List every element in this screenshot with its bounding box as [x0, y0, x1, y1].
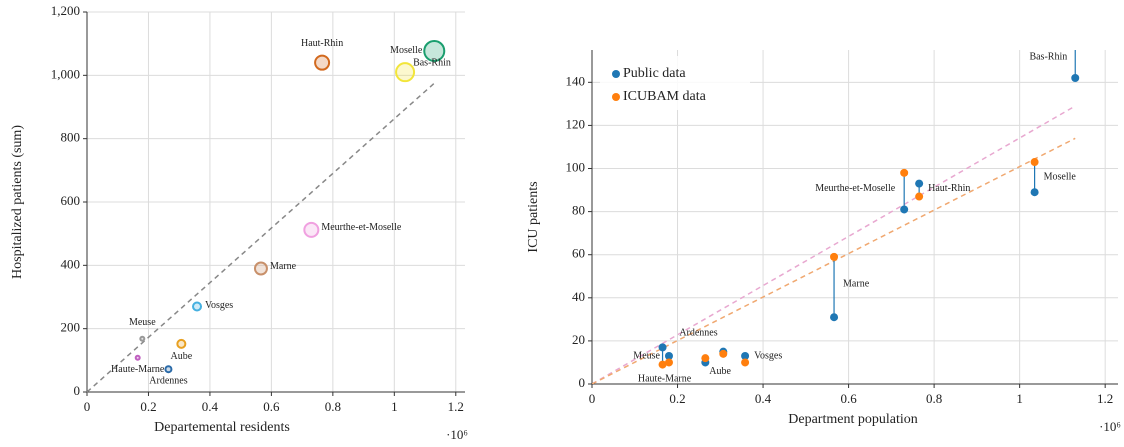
point	[915, 179, 924, 188]
point-label: Vosges	[205, 300, 233, 311]
y-tick-label: 100	[566, 160, 586, 175]
x-multiplier: ·10⁶	[1099, 419, 1121, 434]
x-tick-label: 0.6	[263, 399, 280, 414]
legend-label: ICUBAM data	[623, 89, 707, 104]
point	[915, 192, 924, 201]
x-tick-label: 0.4	[202, 399, 219, 414]
bubble	[314, 54, 331, 71]
y-tick-label: 400	[61, 256, 81, 271]
y-axis-label: Hospitalized patients (sum)	[10, 125, 25, 279]
y-tick-label: 40	[572, 289, 585, 304]
bubble	[395, 62, 416, 83]
y-tick-label: 20	[572, 332, 585, 347]
point	[1071, 74, 1080, 83]
legend-label: Public data	[623, 66, 686, 81]
x-tick-label: 0.2	[140, 399, 156, 414]
point	[664, 351, 673, 360]
x-tick-label: 1.2	[1097, 391, 1113, 406]
y-tick-label: 80	[572, 203, 585, 218]
point	[741, 351, 750, 360]
plot-area	[592, 14, 1080, 384]
legend-marker	[612, 70, 620, 78]
bubble	[253, 261, 268, 276]
y-tick-label: 60	[572, 246, 585, 261]
point-label: Meurthe-et-Moselle	[815, 183, 896, 194]
point-label: Meurthe-et-Moselle	[321, 222, 402, 233]
point-label: Moselle	[1044, 172, 1077, 183]
point-label: Marne	[843, 278, 870, 289]
x-tick-label: 0.2	[669, 391, 685, 406]
point-label: Bas-Rhin	[1029, 51, 1067, 62]
x-tick-label: 0.8	[926, 391, 942, 406]
x-axis-label: Departemental residents	[154, 420, 290, 435]
x-tick-label: 1.2	[448, 399, 464, 414]
y-tick-label: 600	[61, 193, 81, 208]
point-label: Marne	[270, 261, 297, 272]
bubble	[423, 39, 446, 62]
point-label: Bas-Rhin	[413, 57, 451, 68]
point	[741, 358, 750, 367]
bubble	[192, 301, 203, 312]
y-tick-label: 1,000	[51, 66, 80, 81]
point	[719, 349, 728, 358]
point	[658, 343, 667, 352]
point-label: Haut-Rhin	[928, 183, 970, 194]
bubble	[176, 338, 187, 349]
chart: 0 200 400 600 800 1,000 1,200 0 0.2 0.4 0.6 0.8 1 1.2…	[10, 3, 468, 442]
point	[664, 358, 673, 367]
point-label: Haut-Rhin	[301, 38, 343, 49]
bubble	[139, 335, 146, 342]
chart: 0 20 40 60 80 100 120 140 0 0.2 0.4 0.6 0.8 1 1.2 Depar…	[526, 14, 1121, 434]
point-label: Meuse	[129, 317, 156, 328]
x-multiplier: ·10⁶	[446, 427, 468, 442]
y-tick-label: 120	[566, 116, 586, 131]
point-label: Aube	[171, 351, 193, 362]
x-tick-label: 0.6	[840, 391, 857, 406]
point	[830, 252, 839, 261]
x-tick-label: 0.8	[325, 399, 341, 414]
point	[900, 205, 909, 214]
point-label: Ardennes	[679, 328, 717, 339]
y-tick-label: 800	[61, 130, 81, 145]
point-label: Vosges	[754, 350, 782, 361]
bubble	[303, 221, 320, 238]
point	[900, 168, 909, 177]
trend-line	[592, 105, 1076, 384]
point-label: Aube	[709, 366, 731, 377]
y-tick-label: 1,200	[51, 3, 80, 18]
point	[830, 313, 839, 322]
legend-box	[600, 56, 750, 110]
y-axis-label: ICU patients	[526, 181, 541, 252]
bubble	[164, 365, 173, 374]
point-label: Meuse	[633, 350, 660, 361]
x-tick-label: 0	[589, 391, 596, 406]
x-axis-label: Department population	[788, 412, 917, 427]
point	[658, 360, 667, 369]
point-label: Moselle	[390, 45, 423, 56]
point-label: Haute-Marne	[111, 364, 165, 375]
bubble	[134, 354, 141, 361]
x-tick-label: 0	[84, 399, 91, 414]
point-label: Ardennes	[149, 375, 187, 386]
plot-area	[86, 39, 446, 393]
y-tick-label: 0	[579, 375, 586, 390]
trend-line	[86, 82, 435, 393]
point	[701, 354, 710, 363]
legend: Public data ICUBAM data	[600, 56, 750, 110]
x-tick-label: 0.4	[755, 391, 772, 406]
legend-marker	[612, 93, 620, 101]
point	[1030, 158, 1039, 167]
y-tick-label: 0	[74, 383, 81, 398]
point-label: Haute-Marne	[638, 374, 692, 385]
point	[1030, 188, 1039, 197]
y-tick-label: 200	[61, 320, 81, 335]
x-tick-label: 1	[391, 399, 398, 414]
x-tick-label: 1	[1016, 391, 1023, 406]
point	[1071, 14, 1079, 22]
y-tick-label: 140	[566, 73, 586, 88]
